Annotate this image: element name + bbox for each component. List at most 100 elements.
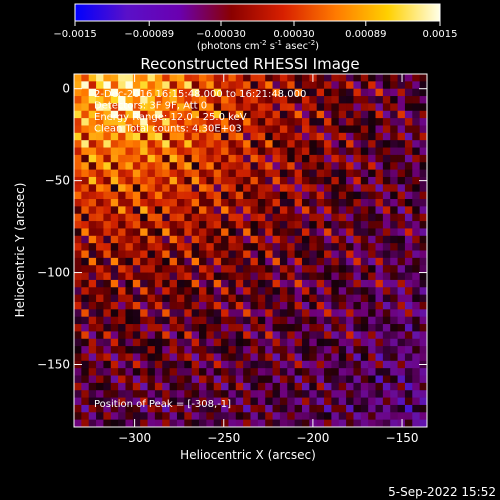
heatmap-cell (353, 125, 362, 134)
heatmap-cell (125, 132, 134, 141)
heatmap-cell (140, 368, 148, 376)
heatmap-cell (81, 184, 90, 193)
heatmap-cell (250, 301, 259, 310)
heatmap-cell (419, 169, 427, 178)
heatmap-cell (390, 147, 398, 156)
heatmap-cell (243, 419, 251, 427)
heatmap-cell (265, 331, 273, 340)
heatmap-cell (419, 272, 427, 281)
heatmap-cell (279, 118, 288, 126)
heatmap-cell (368, 199, 376, 207)
heatmap-cell (81, 279, 90, 288)
heatmap-cell (191, 272, 200, 281)
heatmap-cell (294, 294, 303, 303)
heatmap-cell (397, 243, 406, 251)
heatmap-cell (206, 382, 215, 391)
heatmap-cell (140, 360, 148, 369)
heatmap-cell (162, 397, 171, 406)
heatmap-cell (331, 250, 340, 259)
heatmap-cell (228, 206, 237, 215)
heatmap-cell (147, 228, 156, 237)
heatmap-cell (176, 272, 185, 281)
heatmap-cell (397, 176, 406, 185)
heatmap-cell (81, 250, 90, 259)
heatmap-cell (368, 176, 376, 185)
heatmap-cell (397, 132, 406, 141)
heatmap-cell (110, 103, 119, 112)
heatmap-cell (184, 88, 193, 97)
heatmap-cell (346, 191, 354, 200)
heatmap-cell (368, 368, 376, 376)
heatmap-cell (265, 206, 273, 215)
heatmap-cell (154, 110, 163, 119)
heatmap-cell (412, 382, 421, 391)
heatmap-cell (338, 265, 347, 273)
heatmap-cell (140, 287, 148, 296)
heatmap-cell (382, 390, 391, 398)
heatmap-cell (96, 257, 104, 266)
heatmap-cell (331, 81, 340, 90)
heatmap-cell (353, 404, 362, 413)
heatmap-cell (199, 147, 207, 156)
heatmap-cell (154, 316, 163, 325)
heatmap-cell (140, 419, 148, 427)
heatmap-cell (368, 243, 376, 251)
heatmap-cell (213, 331, 222, 340)
heatmap-cell (140, 309, 148, 318)
heatmap-cell (375, 176, 384, 185)
heatmap-cell (125, 419, 134, 427)
heatmap-cell (412, 301, 421, 310)
heatmap-cell (272, 213, 281, 222)
heatmap-cell (404, 250, 413, 259)
heatmap-cell (412, 390, 421, 398)
heatmap-cell (221, 338, 229, 347)
heatmap-cell (162, 272, 171, 281)
heatmap-cell (390, 316, 398, 325)
heatmap-cell (250, 88, 259, 97)
heatmap-cell (338, 125, 347, 134)
heatmap-cell (338, 154, 347, 163)
heatmap-cell (88, 265, 97, 273)
heatmap-cell (213, 382, 222, 391)
heatmap-cell (228, 213, 237, 222)
heatmap-cell (213, 199, 222, 207)
heatmap-cell (265, 132, 273, 141)
heatmap-cell (132, 397, 141, 406)
heatmap-cell (103, 235, 112, 244)
heatmap-cell (294, 191, 303, 200)
heatmap-cell (397, 294, 406, 303)
heatmap-cell (338, 169, 347, 178)
heatmap-cell (301, 199, 310, 207)
heatmap-cell (154, 243, 163, 251)
heatmap-cell (191, 118, 200, 126)
chart-title: Reconstructed RHESSI Image (140, 55, 359, 73)
heatmap-cell (338, 103, 347, 112)
heatmap-cell (103, 257, 112, 266)
heatmap-cell (228, 162, 237, 171)
heatmap-cell (191, 353, 200, 362)
heatmap-cell (147, 243, 156, 251)
heatmap-cell (191, 316, 200, 325)
heatmap-cell (360, 404, 369, 413)
heatmap-cell (338, 404, 347, 413)
heatmap-cell (140, 206, 148, 215)
heatmap-cell (88, 412, 97, 421)
heatmap-cell (390, 331, 398, 340)
heatmap-cell (169, 243, 178, 251)
heatmap-cell (221, 228, 229, 237)
heatmap-cell (199, 257, 207, 266)
heatmap-cell (375, 250, 384, 259)
heatmap-cell (279, 140, 288, 148)
heatmap-cell (360, 397, 369, 406)
heatmap-cell (353, 140, 362, 148)
heatmap-cell (250, 110, 259, 119)
heatmap-cell (88, 81, 97, 90)
heatmap-cell (118, 360, 126, 369)
heatmap-cell (176, 169, 185, 178)
heatmap-cell (390, 74, 398, 82)
heatmap-cell (213, 360, 222, 369)
heatmap-cell (265, 169, 273, 178)
heatmap-cell (147, 250, 156, 259)
heatmap-cell (404, 257, 413, 266)
heatmap-cell (169, 419, 178, 427)
